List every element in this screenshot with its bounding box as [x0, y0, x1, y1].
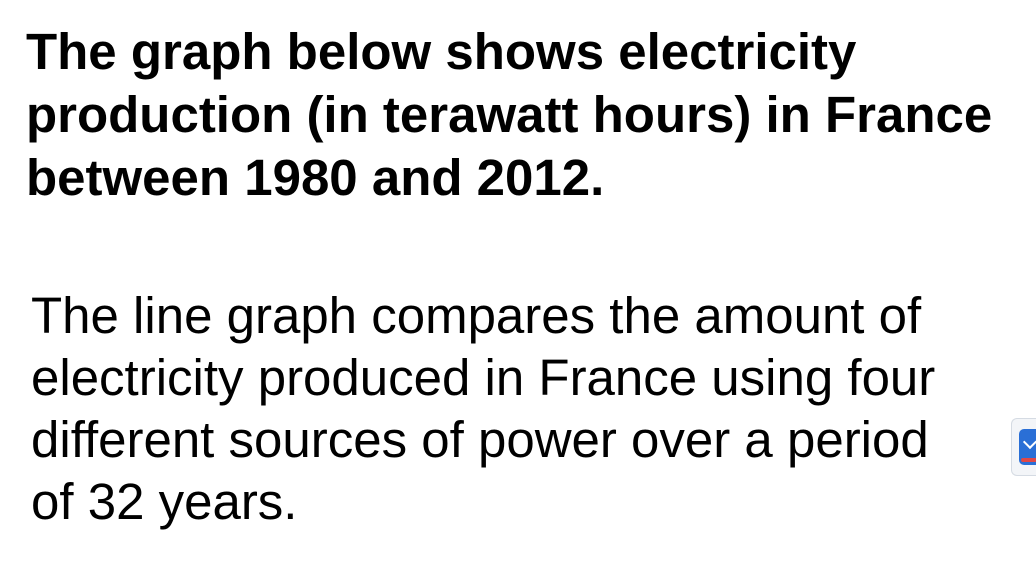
- download-icon: [1019, 429, 1036, 465]
- answer-line-3: different sources of power over a period: [31, 411, 929, 468]
- question-heading: The graph below shows electricity produc…: [26, 20, 1036, 209]
- answer-paragraph: The line graph compares the amount of el…: [31, 285, 991, 533]
- question-line-3: between 1980 and 2012.: [26, 149, 605, 206]
- answer-line-1: The line graph compares the amount of: [31, 287, 922, 344]
- question-line-1: The graph below shows electricity: [26, 23, 857, 80]
- answer-line-4: of 32 years.: [31, 473, 298, 530]
- side-download-button[interactable]: [1011, 418, 1036, 476]
- question-line-2: production (in terawatt hours) in France: [26, 86, 993, 143]
- answer-line-2: electricity produced in France using fou…: [31, 349, 936, 406]
